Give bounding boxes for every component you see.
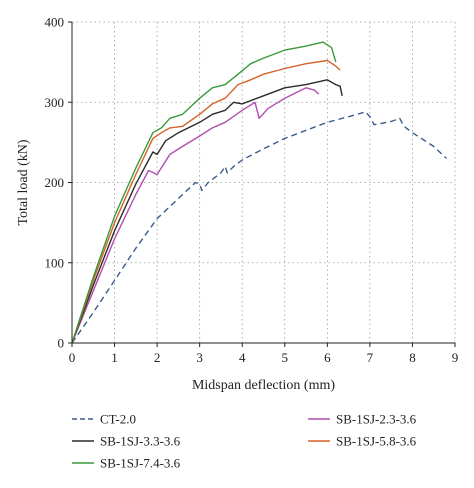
legend-label-4: SB-1SJ-7.4-3.6 (100, 456, 181, 471)
x-tick-label-0: 0 (69, 350, 76, 365)
series-line-3 (71, 59, 341, 344)
x-tick-label-1: 1 (111, 350, 118, 365)
y-tick-label-1: 100 (45, 255, 65, 270)
y-axis-title: Total load (kN) (16, 139, 31, 225)
legend-label-3: SB-1SJ-5.8-3.6 (336, 434, 417, 449)
x-tick-label-3: 3 (196, 350, 203, 365)
x-tick-label-6: 6 (324, 350, 331, 365)
x-tick-label-4: 4 (239, 350, 246, 365)
legend: CT-2.0 SB-1SJ-3.3-3.6 SB-1SJ-7.4-3.6 SB-1SJ… (72, 412, 417, 471)
y-tick-label-4: 400 (45, 15, 65, 30)
x-axis-title: Midspan deflection (mm) (192, 378, 335, 393)
x-tick-label-5: 5 (282, 350, 289, 365)
series-line-4 (71, 41, 337, 344)
x-tick-label-9: 9 (452, 350, 459, 365)
legend-label-0: CT-2.0 (100, 412, 136, 427)
x-tick-label-2: 2 (154, 350, 161, 365)
y-tick-label-0: 0 (58, 336, 65, 351)
tick-labels: 0 1 2 3 4 5 6 7 8 9 0 100 200 300 400 (45, 15, 459, 366)
grid (72, 21, 456, 343)
legend-label-2: SB-1SJ-3.3-3.6 (100, 434, 181, 449)
y-tick-label-2: 200 (45, 175, 65, 190)
y-tick-label-3: 300 (45, 95, 65, 110)
series-line-0 (71, 111, 447, 344)
series-line-1 (71, 87, 320, 344)
series-lines (71, 41, 447, 344)
series-line-2 (71, 79, 343, 344)
x-tick-label-7: 7 (367, 350, 374, 365)
legend-label-1: SB-1SJ-2.3-3.6 (336, 412, 417, 427)
x-tick-label-8: 8 (409, 350, 416, 365)
